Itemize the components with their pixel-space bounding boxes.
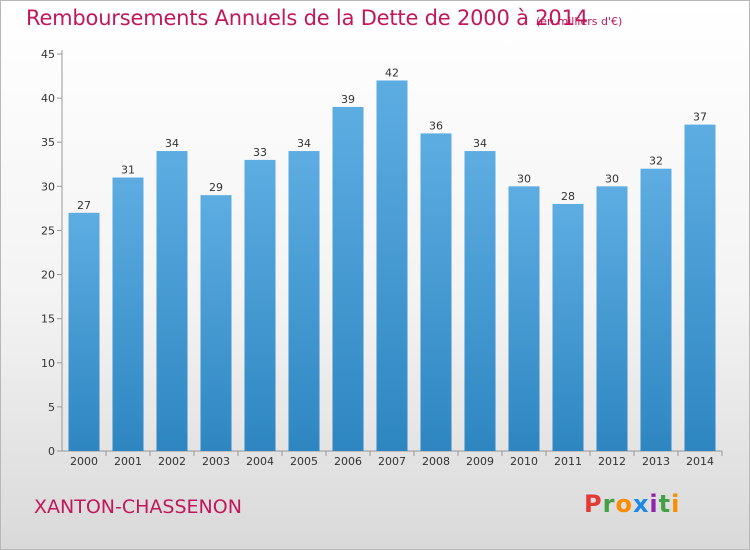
bar-2005 [288, 151, 320, 452]
data-label-2013: 32 [649, 155, 663, 168]
bar-2009 [464, 151, 496, 452]
x-tick-label-2003: 2003 [202, 455, 230, 468]
bar-2011 [552, 203, 584, 451]
bar-2010 [508, 186, 540, 452]
x-tick-label-2007: 2007 [378, 455, 406, 468]
logo-letter: P [584, 490, 603, 518]
logo-letter: i [671, 490, 681, 518]
bar-2014 [684, 124, 716, 452]
proxiti-logo[interactable]: Proxiti [584, 490, 680, 518]
logo-letter: x [632, 490, 650, 518]
bar-2003 [200, 195, 232, 451]
data-label-2011: 28 [561, 190, 575, 203]
location-name: XANTON-CHASSENON [34, 496, 242, 518]
x-tick-label-2013: 2013 [642, 455, 670, 468]
data-label-2006: 39 [341, 93, 355, 106]
y-tick-label: 5 [48, 401, 55, 414]
chart-title: Remboursements Annuels de la Dette de 20… [26, 6, 588, 30]
x-tick-label-2008: 2008 [422, 455, 450, 468]
bars-group [68, 80, 716, 452]
data-label-2001: 31 [121, 164, 135, 177]
unit-note: (en milliers d'€) [536, 15, 623, 28]
x-tick-label-2006: 2006 [334, 455, 362, 468]
data-label-2014: 37 [693, 111, 707, 124]
y-tick-label: 25 [41, 224, 55, 237]
y-tick-label: 10 [41, 357, 55, 370]
labels-group: 27 2000 31 2001 34 2002 29 2003 33 2004 34 2005 39 20… [70, 66, 714, 468]
x-tick-label-2012: 2012 [598, 455, 626, 468]
bar-2013 [640, 168, 672, 451]
y-tick-label: 45 [41, 48, 55, 61]
logo-letter: i [649, 490, 659, 518]
logo-letter: r [602, 490, 616, 518]
y-tick-label: 40 [41, 92, 55, 105]
data-label-2000: 27 [77, 199, 91, 212]
x-tick-label-2014: 2014 [686, 455, 714, 468]
data-label-2005: 34 [297, 137, 311, 150]
y-tick-label: 35 [41, 136, 55, 149]
data-label-2009: 34 [473, 137, 487, 150]
logo-letter: t [658, 490, 672, 518]
x-tick-label-2004: 2004 [246, 455, 274, 468]
bar-2006 [332, 106, 364, 451]
x-tick-label-2000: 2000 [70, 455, 98, 468]
data-label-2010: 30 [517, 172, 531, 185]
y-tick-label: 0 [48, 445, 55, 458]
data-label-2004: 33 [253, 146, 267, 159]
data-label-2007: 42 [385, 66, 399, 79]
data-label-2008: 36 [429, 119, 443, 132]
x-tick-label-2009: 2009 [466, 455, 494, 468]
bar-2004 [244, 159, 276, 451]
x-tick-label-2002: 2002 [158, 455, 186, 468]
bar-2002 [156, 151, 188, 452]
bar-2012 [596, 186, 628, 452]
data-label-2012: 30 [605, 172, 619, 185]
bar-2008 [420, 133, 452, 451]
y-tick-label: 15 [41, 313, 55, 326]
y-tick-label: 30 [41, 180, 55, 193]
x-tick-label-2010: 2010 [510, 455, 538, 468]
x-tick-label-2005: 2005 [290, 455, 318, 468]
data-label-2003: 29 [209, 181, 223, 194]
bar-2007 [376, 80, 408, 451]
bar-2001 [112, 177, 144, 451]
logo-letter: o [615, 490, 633, 518]
bar-2000 [68, 212, 100, 451]
y-tick-label: 20 [41, 269, 55, 282]
x-tick-label-2011: 2011 [554, 455, 582, 468]
x-tick-label-2001: 2001 [114, 455, 142, 468]
data-label-2002: 34 [165, 137, 179, 150]
